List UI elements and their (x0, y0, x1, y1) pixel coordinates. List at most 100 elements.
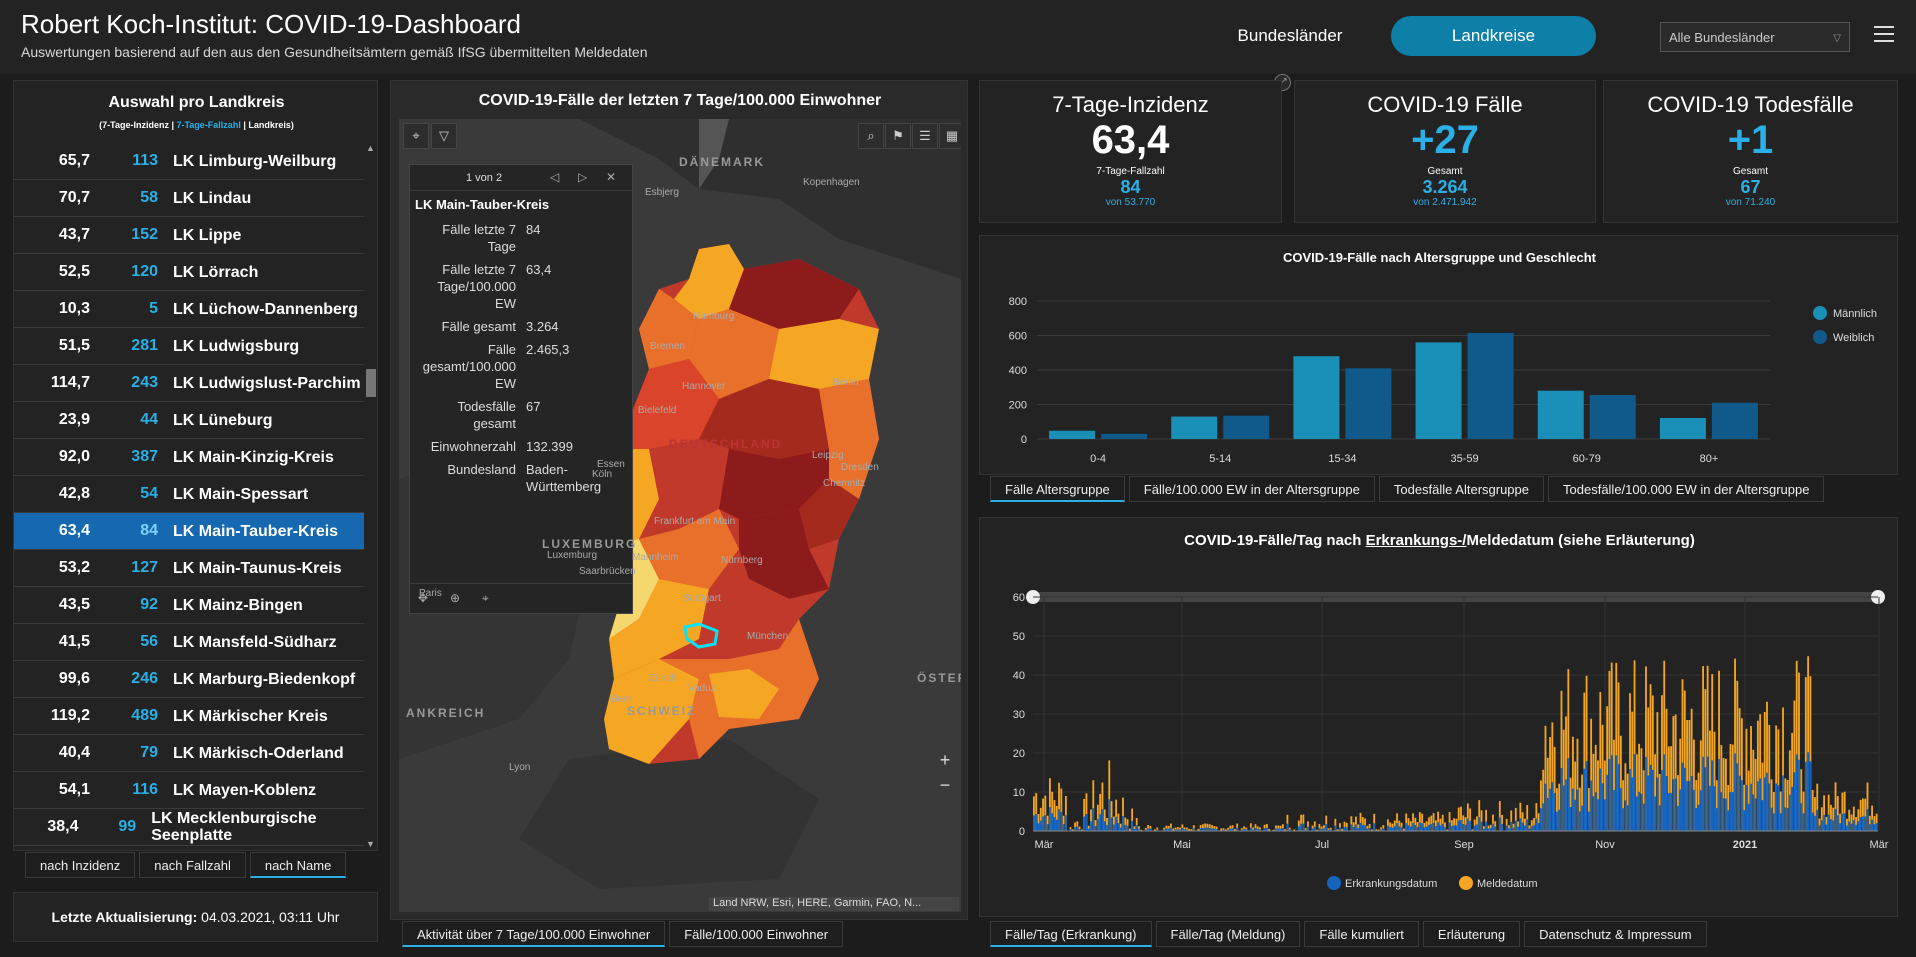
select-icon[interactable]: ⌖ (482, 591, 489, 605)
erkrankungsdatum-bar (1535, 818, 1538, 831)
landkreis-list-panel: Auswahl pro Landkreis (7-Tage-Inzidenz |… (13, 80, 378, 851)
tab-sort-tabs-2[interactable]: nach Name (249, 852, 347, 878)
x-tick-label: 35-59 (1451, 453, 1479, 465)
row-inzidenz: 114,7 (50, 374, 90, 391)
scroll-down-icon[interactable]: ▼ (366, 839, 375, 849)
landkreis-row[interactable]: 10,3 5 LK Lüchow-Dannenberg (14, 291, 364, 328)
popup-row: Fälle letzte 7 Tage/100.000 EW 63,4 (414, 258, 628, 315)
close-icon[interactable]: ✕ (606, 170, 617, 184)
list-icon[interactable]: ☰ (912, 123, 938, 149)
bar-Männlich-5-14[interactable] (1171, 416, 1218, 439)
erkrankungsdatum-bar (1622, 808, 1625, 831)
landkreis-row[interactable]: 54,1 116 LK Mayen-Koblenz (14, 772, 364, 809)
landkreis-row[interactable]: 23,9 44 LK Lüneburg (14, 402, 364, 439)
meldedatum-bar (1674, 714, 1677, 831)
erkrankungsdatum-bar (1126, 825, 1129, 831)
dropdown-chevron-icon[interactable]: ▽ (431, 123, 457, 149)
legend-swatch (1813, 306, 1827, 320)
bar-Männlich-15-34[interactable] (1293, 356, 1340, 439)
tab-ts-tabs-0[interactable]: Fälle/Tag (Erkrankung) (990, 921, 1152, 947)
landkreis-row[interactable]: 92,0 387 LK Main-Kinzig-Kreis (14, 439, 364, 476)
bar-Männlich-80+[interactable] (1659, 417, 1706, 439)
landkreis-row[interactable]: 51,5 281 LK Ludwigsburg (14, 328, 364, 365)
erkrankungsdatum-bar (1738, 775, 1741, 831)
zoom-to-icon[interactable]: ⊕ (450, 591, 461, 605)
landkreis-row[interactable]: 43,5 92 LK Mainz-Bingen (14, 587, 364, 624)
landkreis-row[interactable]: 114,7 243 LK Ludwigslust-Parchim (14, 365, 364, 402)
bar-Weiblich-60-79[interactable] (1589, 395, 1636, 439)
tab-ts-tabs-3[interactable]: Erläuterung (1422, 921, 1521, 947)
tab-ts-tabs-2[interactable]: Fälle kumuliert (1304, 921, 1419, 947)
landkreis-row[interactable]: 63,4 84 LK Main-Tauber-Kreis (14, 513, 364, 550)
landkreis-row[interactable]: 70,7 58 LK Lindau (14, 180, 364, 217)
grid-icon[interactable]: ▦ (939, 123, 961, 149)
tab-ts-tabs-4[interactable]: Datenschutz & Impressum (1524, 921, 1707, 947)
row-inzidenz: 63,4 (58, 522, 90, 539)
search-icon[interactable]: ⌕ (858, 123, 884, 149)
tab-map-tabs-1[interactable]: Fälle/100.000 Einwohner (669, 921, 844, 947)
erkrankungsdatum-bar (1432, 822, 1435, 831)
pan-icon[interactable]: ✥ (418, 591, 429, 605)
bookmark-icon[interactable]: ⚑ (885, 123, 911, 149)
landkreis-row[interactable]: 40,4 79 LK Märkisch-Oderland (14, 735, 364, 772)
bar-Männlich-35-59[interactable] (1415, 342, 1462, 439)
landkreis-row[interactable]: 99,6 246 LK Marburg-Biedenkopf (14, 661, 364, 698)
bar-Weiblich-15-34[interactable] (1345, 368, 1392, 439)
erkrankungsdatum-bar (1825, 824, 1828, 831)
meldedatum-bar (1514, 807, 1517, 831)
tab-sort-tabs-1[interactable]: nach Fallzahl (139, 852, 246, 878)
bundesland-select[interactable]: Alle Bundesländer ▽ (1660, 22, 1850, 52)
bar-Männlich-0-4[interactable] (1049, 430, 1096, 439)
bar-Männlich-60-79[interactable] (1537, 390, 1584, 439)
landkreis-row[interactable]: 65,7 113 LK Limburg-Weilburg (14, 143, 364, 180)
popup-value: 63,4 (526, 262, 552, 277)
landkreis-row[interactable]: 41,5 56 LK Mansfeld-Südharz (14, 624, 364, 661)
erkrankungsdatum-bar (1592, 796, 1595, 831)
hamburger-menu-icon[interactable] (1874, 26, 1894, 42)
zoom-out-icon[interactable]: − (939, 775, 951, 795)
tab-ts-tabs-1[interactable]: Fälle/Tag (Meldung) (1155, 921, 1301, 947)
prev-icon[interactable]: ◁ (550, 170, 560, 184)
meldedatum-bar (1866, 782, 1869, 831)
select-tool-icon[interactable]: ⌖ (403, 123, 429, 149)
landkreis-row[interactable]: 43,7 152 LK Lippe (14, 217, 364, 254)
landkreis-row[interactable]: 53,2 127 LK Main-Taunus-Kreis (14, 550, 364, 587)
meldedatum-bar (1286, 814, 1289, 831)
nav-bundeslaender-button[interactable]: Bundesländer (1237, 26, 1343, 45)
bar-Weiblich-0-4[interactable] (1101, 433, 1148, 439)
nav-landkreise-button[interactable]: Landkreise (1391, 16, 1596, 56)
popup-key: Fälle letzte 7 Tage/100.000 EW (437, 262, 516, 311)
list-scrollbar[interactable]: ▲ ▼ (364, 143, 378, 849)
row-fallzahl: 44 (140, 411, 158, 428)
erkrankungsdatum-bar (1772, 813, 1775, 831)
landkreis-row[interactable]: 119,2 489 LK Märkischer Kreis (14, 698, 364, 735)
bar-Weiblich-80+[interactable] (1711, 402, 1758, 439)
next-icon[interactable]: ▷ (578, 170, 588, 184)
tab-map-tabs-0[interactable]: Aktivität über 7 Tage/100.000 Einwohner (402, 921, 666, 947)
scroll-thumb[interactable] (366, 369, 376, 397)
germany-map[interactable] (399, 119, 961, 912)
meldedatum-bar (1391, 823, 1394, 831)
meldedatum-bar (1583, 692, 1586, 831)
bar-Weiblich-35-59[interactable] (1467, 332, 1514, 439)
erkrankungsdatum-bar (1848, 821, 1851, 831)
bar-Weiblich-5-14[interactable] (1223, 415, 1270, 439)
map-view[interactable]: ⌖ ▽ ⌕ ⚑ ☰ ▦ 1 von 2 ◁ ▷ ✕ LK Main-Tauber… (399, 119, 961, 912)
meldedatum-bar (1377, 829, 1380, 831)
y-tick-label: 30 (1013, 709, 1025, 721)
landkreis-row[interactable]: 38,4 99 LK Mecklenburgische Seenplatte (14, 809, 364, 846)
erkrankungsdatum-bar (1768, 783, 1771, 831)
tab-sort-tabs-0[interactable]: nach Inzidenz (25, 852, 136, 878)
tab-age-tabs-1[interactable]: Fälle/100.000 EW in der Altersgruppe (1128, 476, 1375, 502)
scroll-up-icon[interactable]: ▲ (366, 143, 375, 153)
zoom-in-icon[interactable]: + (939, 750, 951, 770)
landkreis-row[interactable]: 52,5 120 LK Lörrach (14, 254, 364, 291)
row-inzidenz: 41,5 (58, 633, 90, 650)
landkreis-row[interactable]: 42,8 54 LK Main-Spessart (14, 476, 364, 513)
tab-age-tabs-3[interactable]: Todesfälle/100.000 EW in der Altersgrupp… (1548, 476, 1825, 502)
meldedatum-bar (1058, 782, 1060, 831)
tab-age-tabs-2[interactable]: Todesfälle Altersgruppe (1378, 476, 1545, 502)
tab-age-tabs-0[interactable]: Fälle Altersgruppe (990, 476, 1125, 502)
erkrankungsdatum-bar (1873, 824, 1876, 831)
meldedatum-bar (1729, 743, 1732, 831)
